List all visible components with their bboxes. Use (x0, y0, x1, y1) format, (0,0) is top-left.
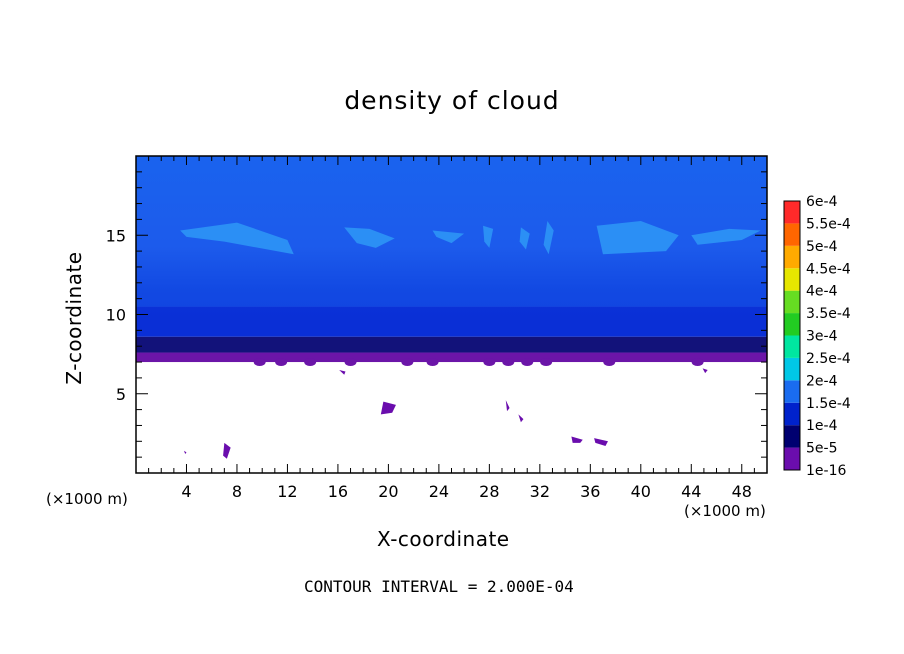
x-tick-label: 32 (530, 482, 550, 501)
x-tick-label: 16 (328, 482, 348, 501)
x-unit-label-right: (×1000 m) (684, 502, 766, 520)
colorbar-label: 3e-4 (806, 329, 838, 345)
y-tick-label: 15 (106, 226, 126, 245)
edge-bump-1 (275, 358, 288, 367)
edge-bump-4 (401, 358, 414, 367)
colorbar-swatch-3.5e-4 (784, 290, 800, 314)
cloud-patch-0 (180, 222, 294, 255)
edge-bump-8 (521, 358, 534, 367)
colorbar-label: 2e-4 (806, 373, 838, 389)
lower-fragment-3 (505, 400, 510, 412)
density-band-5e-5 (136, 336, 767, 353)
lower-fragment-2 (380, 401, 396, 415)
density-band-1e-16 (136, 352, 767, 363)
colorbar-swatch-1e-4 (784, 402, 800, 426)
lower-fragment-8 (702, 368, 708, 374)
colorbar-swatch-5.5e-4 (784, 201, 800, 224)
edge-bump-6 (483, 358, 496, 367)
x-axis-label: X-coordinate (377, 527, 510, 551)
colorbar-swatch-1.5e-4 (784, 380, 800, 403)
x-tick-label: 36 (580, 482, 600, 501)
edge-bump-3 (344, 358, 357, 367)
lower-fragment-1 (183, 450, 187, 454)
colorbar-swatch-2.5e-4 (784, 335, 800, 358)
y-tick-label: 10 (106, 306, 126, 325)
x-tick-label: 28 (479, 482, 499, 501)
colorbar-label: 1e-4 (806, 418, 838, 434)
lower-fragment-0 (223, 442, 231, 459)
y-axis-label: Z-coordinate (62, 251, 86, 385)
lower-fragment-4 (518, 414, 524, 423)
colorbar-swatch-5e-5 (784, 425, 800, 448)
lower-fragment-7 (339, 369, 346, 375)
edge-bump-9 (540, 358, 553, 367)
colorbar-label: 5e-5 (806, 441, 837, 457)
cloud-patch-7 (691, 228, 761, 245)
colorbar-label: 3.5e-4 (806, 306, 851, 322)
cloud-patch-4 (519, 227, 530, 250)
x-tick-label: 12 (277, 482, 297, 501)
cloud-patch-1 (344, 227, 395, 248)
edge-bump-10 (603, 358, 616, 367)
colorbar-swatch-3e-4 (784, 313, 800, 336)
cloud-patch-2 (432, 230, 465, 244)
colorbar-swatch-1e-16 (784, 447, 800, 470)
colorbar-label: 5.5e-4 (806, 216, 851, 232)
lower-fragment-6 (594, 438, 608, 447)
edge-bump-0 (253, 358, 266, 367)
colorbar-swatch-2e-4 (784, 357, 800, 381)
edge-bump-5 (426, 358, 439, 367)
x-tick-label: 40 (631, 482, 651, 501)
x-unit-label-left: (×1000 m) (46, 490, 128, 508)
edge-bump-2 (304, 358, 317, 367)
cloud-patch-6 (596, 220, 679, 255)
x-tick-label: 44 (681, 482, 701, 501)
x-tick-label: 24 (429, 482, 449, 501)
colorbar-label: 6e-4 (806, 194, 838, 210)
contour-interval-note: CONTOUR INTERVAL = 2.000E-04 (304, 577, 574, 596)
colorbar-swatch-4e-4 (784, 268, 800, 291)
colorbar-label: 2.5e-4 (806, 351, 851, 367)
colorbar-label: 4.5e-4 (806, 261, 851, 277)
colorbar-swatch-4.5e-4 (784, 245, 800, 269)
x-tick-label: 20 (378, 482, 398, 501)
cloud-patch-3 (483, 225, 494, 248)
colorbar-label: 1e-16 (806, 463, 846, 479)
lower-fragment-5 (571, 436, 583, 443)
colorbar-frame (783, 200, 801, 471)
cloud-patch-5 (543, 220, 554, 255)
chart-title: density of cloud (344, 86, 560, 115)
colorbar-label: 5e-4 (806, 239, 838, 255)
x-tick-label: 4 (181, 482, 191, 501)
edge-bump-7 (502, 358, 515, 367)
x-tick-label: 48 (732, 482, 752, 501)
x-tick-label: 8 (232, 482, 242, 501)
colorbar-label: 4e-4 (806, 284, 838, 300)
y-tick-label: 5 (116, 385, 126, 404)
edge-bump-11 (691, 358, 704, 367)
colorbar-swatch-5e-4 (784, 223, 800, 246)
colorbar-label: 1.5e-4 (806, 396, 851, 412)
